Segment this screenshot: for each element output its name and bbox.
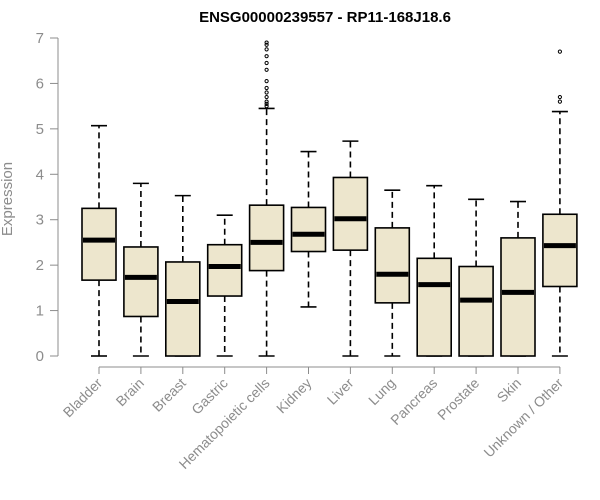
x-tick-label: Bladder — [60, 375, 106, 421]
box-iqr — [206, 243, 243, 297]
box-iqr — [81, 207, 117, 281]
outlier-point — [557, 99, 563, 104]
x-tick-label: Skin — [494, 375, 525, 406]
outlier-point — [557, 49, 563, 54]
box-group — [248, 40, 285, 357]
box-group — [123, 182, 159, 357]
y-axis-label: Expression — [0, 162, 16, 236]
x-tick-label: Pancreas — [387, 375, 440, 428]
x-tick-label: Unknown / Other — [480, 375, 566, 461]
outlier-point — [264, 99, 269, 104]
box-iqr — [248, 204, 285, 272]
y-tick-label: 7 — [36, 30, 44, 47]
box-group — [290, 150, 327, 308]
outlier-point — [264, 67, 269, 72]
x-tick-label: Kidney — [273, 375, 315, 417]
outlier-point — [264, 85, 269, 91]
box-group — [542, 49, 578, 357]
box-iqr — [458, 265, 494, 357]
outlier-point — [264, 104, 269, 109]
y-ticks: 0 1 2 3 4 5 6 7 — [36, 30, 58, 365]
box-iqr — [416, 257, 453, 357]
box-iqr — [123, 246, 159, 318]
y-tick-label: 3 — [36, 212, 44, 229]
x-tick-label: Prostate — [434, 375, 482, 423]
y-tick-label: 1 — [36, 303, 44, 320]
x-tick-label: Liver — [324, 375, 357, 408]
outlier-point — [264, 40, 269, 45]
chart-title: ENSG00000239557 - RP11-168J18.6 — [199, 9, 451, 26]
outlier-point — [264, 60, 269, 66]
box-group — [332, 140, 369, 357]
box-group — [416, 184, 453, 357]
x-tick-label: Lung — [365, 375, 398, 408]
box-group — [374, 189, 411, 357]
y-tick-label: 2 — [36, 257, 44, 274]
box-iqr — [542, 213, 578, 288]
box-iqr — [374, 227, 411, 304]
x-tick-label: Brain — [113, 375, 147, 409]
box-iqr — [500, 237, 536, 357]
y-tick-label: 5 — [36, 121, 44, 138]
box-iqr — [165, 261, 201, 357]
y-tick-label: 4 — [36, 166, 44, 183]
outlier-point — [264, 42, 269, 47]
box-group — [206, 214, 243, 357]
outlier-point — [264, 101, 269, 106]
box-group — [458, 198, 494, 357]
y-tick-label: 0 — [36, 348, 44, 365]
outlier-point — [264, 79, 269, 84]
y-tick-label: 6 — [36, 75, 44, 92]
outlier-point — [264, 54, 269, 59]
outlier-point — [264, 47, 269, 52]
boxes — [81, 40, 578, 357]
box-group — [81, 124, 117, 357]
box-group — [165, 194, 201, 357]
outlier-point — [264, 94, 269, 100]
outlier-point — [557, 94, 563, 100]
box-group — [500, 200, 536, 357]
outlier-point — [264, 90, 269, 95]
x-tick-label: Breast — [149, 375, 189, 415]
box-iqr — [290, 206, 327, 253]
box-iqr — [332, 176, 369, 251]
